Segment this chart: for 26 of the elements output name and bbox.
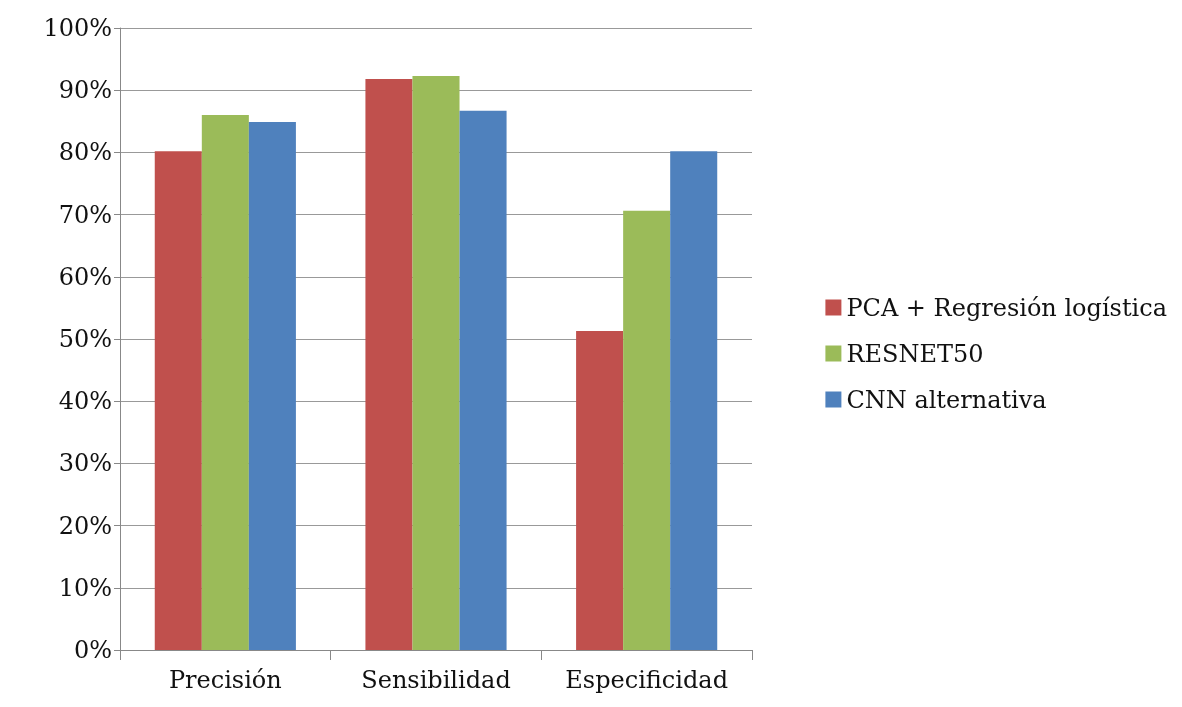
bar — [248, 121, 296, 650]
y-tick-label: 40% — [58, 387, 112, 416]
y-tick-label: 20% — [58, 511, 112, 540]
bar — [201, 115, 249, 650]
y-tick-label: 100% — [43, 14, 112, 42]
y-tick-label: 90% — [58, 76, 112, 105]
legend-label: RESNET50 — [846, 339, 984, 368]
bar — [154, 151, 202, 650]
y-tick-label: 0% — [73, 636, 112, 664]
x-tick-label: Sensibilidad — [361, 666, 511, 694]
bar — [412, 75, 460, 650]
y-tick-label: 10% — [58, 573, 112, 602]
bar — [623, 210, 671, 650]
bar — [365, 79, 413, 650]
x-tick-label: Especificidad — [565, 666, 729, 694]
bar — [670, 151, 718, 650]
legend-label: PCA + Regresión logística — [846, 293, 1168, 322]
y-tick-label: 50% — [58, 325, 112, 353]
y-tick-label: 80% — [58, 138, 112, 167]
legend-label: CNN alternativa — [846, 385, 1047, 414]
bar — [576, 330, 624, 650]
y-tick-label: 70% — [58, 200, 112, 229]
x-tick-label: Precisión — [168, 666, 282, 694]
y-tick-label: 30% — [58, 449, 112, 478]
bar — [459, 110, 507, 650]
y-tick-label: 60% — [58, 262, 112, 291]
